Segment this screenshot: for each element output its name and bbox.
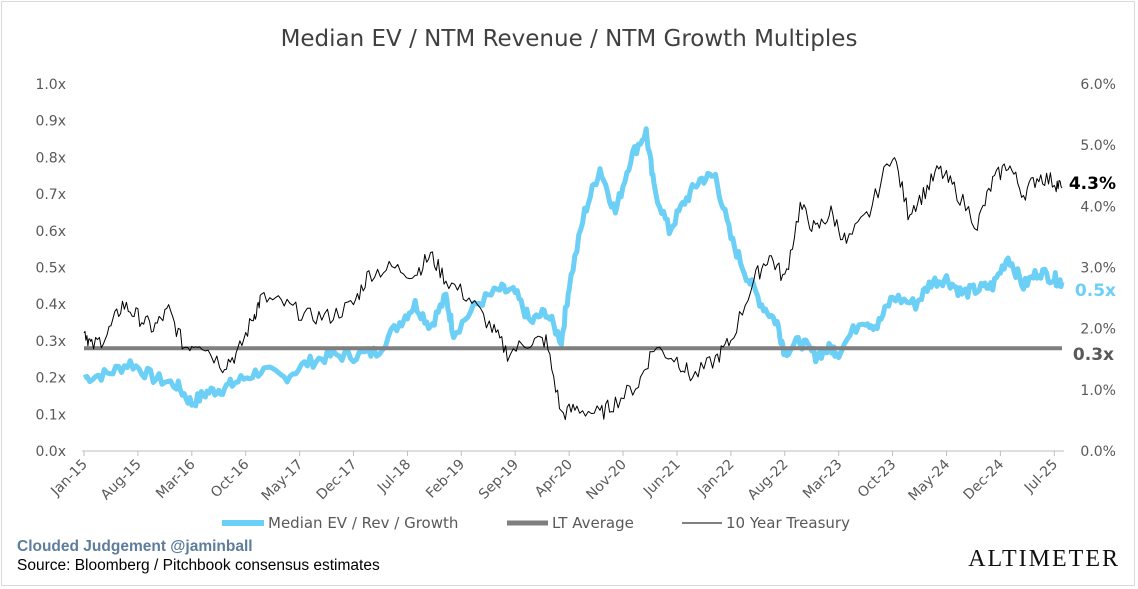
left-tick-label: 0.7x — [35, 187, 66, 203]
x-tick-label: May-24 — [906, 456, 954, 504]
end-label-treasury: 4.3% — [1069, 174, 1116, 194]
right-tick-label: 4.0% — [1080, 199, 1116, 215]
right-axis-ticks: 0.0% 1.0% 2.0% 3.0% 4.0% 5.0% 6.0% — [1080, 77, 1116, 460]
left-tick-label: 0.2x — [35, 371, 66, 387]
left-tick-label: 0.3x — [35, 334, 66, 350]
left-tick-label: 0.6x — [35, 224, 66, 240]
series-10-year-treasury — [83, 157, 1063, 421]
x-tick-label: Jan-22 — [694, 457, 737, 500]
end-labels: 0.5x 0.3x 4.3% — [1069, 174, 1116, 365]
right-tick-label: 2.0% — [1080, 322, 1116, 338]
source-text: Source: Bloomberg / Pitchbook consensus … — [17, 557, 380, 574]
right-tick-label: 6.0% — [1080, 77, 1116, 93]
x-tick-label: Jul-25 — [1021, 457, 1061, 497]
left-tick-label: 0.8x — [35, 150, 66, 166]
x-tick-label: Dec-24 — [961, 456, 1008, 503]
x-tick-label: Dec-17 — [314, 457, 361, 504]
x-tick-label: Oct-23 — [855, 457, 900, 502]
x-tick-label: Aug-22 — [745, 457, 792, 504]
left-tick-label: 1.0x — [35, 77, 66, 93]
left-tick-label: 0.9x — [35, 114, 66, 130]
left-tick-label: 0.1x — [35, 407, 66, 423]
x-tick-label: Sep-19 — [476, 457, 522, 503]
left-tick-label: 0.0x — [35, 444, 66, 460]
left-axis-ticks: 0.0x 0.1x 0.2x 0.3x 0.4x 0.5x 0.6x 0.7x 0.8x 0.9x… — [35, 77, 66, 460]
end-label-lt-average: 0.3x — [1073, 345, 1114, 365]
legend-label: Median EV / Rev / Growth — [268, 514, 458, 532]
right-tick-label: 1.0% — [1080, 383, 1116, 399]
x-tick-label: May-17 — [259, 457, 307, 505]
end-label-ev: 0.5x — [1075, 281, 1116, 301]
left-tick-label: 0.5x — [35, 261, 66, 277]
x-tick-label: Jun-21 — [640, 457, 684, 501]
x-tick-label: Nov-20 — [583, 457, 630, 504]
legend: Median EV / Rev / Growth LT Average 10 Yea… — [222, 514, 850, 532]
x-tick-label: Mar-16 — [153, 456, 199, 502]
series-median-ev-rev-growth — [82, 126, 1065, 409]
credit-text: Clouded Judgement @jaminball — [17, 538, 253, 555]
x-tick-label: Jul-18 — [374, 457, 414, 497]
right-tick-label: 5.0% — [1080, 138, 1116, 154]
x-tick-label: Jan-15 — [47, 457, 90, 500]
right-tick-label: 3.0% — [1080, 261, 1116, 277]
chart-title: Median EV / NTM Revenue / NTM Growth Mul… — [280, 26, 858, 52]
x-tick-label: Aug-15 — [98, 457, 145, 504]
x-axis-ticks: Jan-15 Aug-15 Mar-16 Oct-16 May-17 Dec-17 Jul-… — [47, 451, 1061, 504]
left-tick-label: 0.4x — [35, 297, 66, 313]
x-tick-label: Feb-19 — [423, 457, 468, 502]
series-layer — [82, 126, 1065, 421]
x-tick-label: Mar-23 — [800, 457, 846, 503]
brand-logo: ALTIMETER — [968, 546, 1120, 572]
legend-label: 10 Year Treasury — [726, 514, 850, 532]
right-tick-label: 0.0% — [1080, 444, 1116, 460]
x-tick-label: Apr-20 — [532, 457, 576, 501]
x-tick-label: Oct-16 — [208, 456, 253, 501]
legend-label: LT Average — [552, 514, 634, 532]
